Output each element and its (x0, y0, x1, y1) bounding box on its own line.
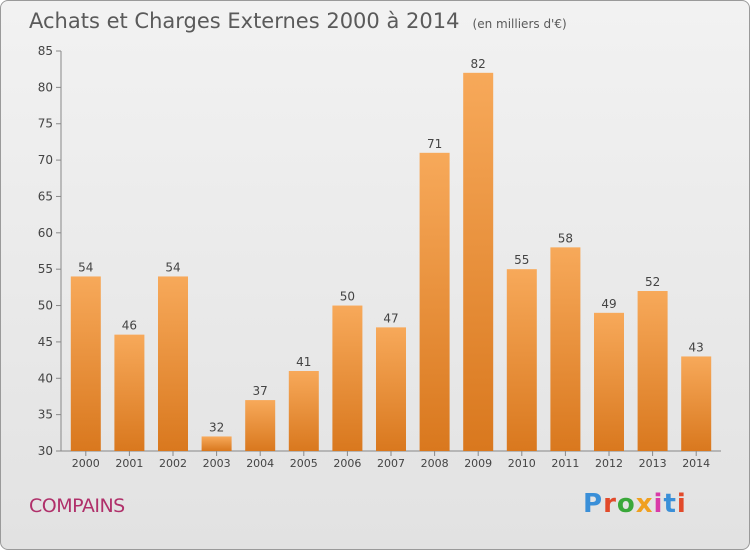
x-tick-label: 2004 (246, 457, 274, 470)
bar-value-label: 54 (78, 260, 93, 274)
y-tick-label: 35 (38, 408, 53, 422)
bar-2006 (332, 305, 363, 451)
bar-2001 (114, 334, 145, 451)
x-tick-label: 2005 (290, 457, 318, 470)
title-row: Achats et Charges Externes 2000 à 2014 (… (29, 9, 567, 33)
bar-2002 (158, 276, 188, 451)
x-tick-label: 2011 (551, 457, 579, 470)
x-tick-label: 2001 (115, 457, 143, 470)
logo-letter: P (583, 489, 604, 519)
y-tick-label: 70 (38, 153, 53, 167)
bar-value-label: 58 (558, 231, 573, 245)
y-tick-label: 55 (38, 262, 53, 276)
bar-2008 (419, 152, 450, 451)
x-tick-label: 2008 (421, 457, 449, 470)
y-tick-label: 75 (38, 117, 53, 131)
bar-value-label: 52 (645, 275, 660, 289)
bar-value-label: 71 (427, 137, 442, 151)
commune-name: COMPAINS (29, 495, 125, 517)
bar-value-label: 82 (471, 57, 486, 71)
bar-2013 (637, 291, 668, 451)
y-tick-label: 65 (38, 189, 53, 203)
chart-subtitle: (en milliers d'€) (472, 17, 567, 31)
chart-title: Achats et Charges Externes 2000 à 2014 (29, 9, 460, 33)
logo-letter: r (603, 489, 617, 519)
bar-2003 (201, 436, 232, 451)
x-tick-label: 2014 (682, 457, 710, 470)
bar-2011 (550, 247, 581, 451)
y-tick-label: 40 (38, 371, 53, 385)
x-tick-label: 2013 (639, 457, 667, 470)
bar-2004 (245, 400, 276, 451)
bar-value-label: 49 (601, 297, 616, 311)
logo-letter: x (635, 489, 654, 519)
bar-2005 (288, 371, 319, 451)
bar-2010 (506, 269, 537, 451)
bar-value-label: 46 (122, 319, 137, 333)
bar-2007 (376, 327, 406, 451)
x-tick-label: 2003 (203, 457, 231, 470)
x-tick-label: 2009 (464, 457, 492, 470)
x-tick-label: 2006 (333, 457, 361, 470)
logo-letter: o (616, 489, 636, 519)
x-tick-label: 2000 (72, 457, 100, 470)
y-tick-label: 30 (38, 444, 53, 458)
x-tick-label: 2012 (595, 457, 623, 470)
bar-value-label: 41 (296, 355, 311, 369)
bar-2014 (681, 356, 712, 451)
bar-value-label: 32 (209, 420, 224, 434)
bar-value-label: 50 (340, 290, 355, 304)
x-tick-label: 2007 (377, 457, 405, 470)
proxiti-logo: Proxiti (583, 489, 687, 519)
bar-2000 (70, 276, 101, 451)
logo-letter: t (663, 489, 677, 519)
y-tick-label: 80 (38, 80, 53, 94)
x-tick-label: 2010 (508, 457, 536, 470)
y-tick-label: 85 (38, 44, 53, 58)
bar-value-label: 37 (253, 384, 268, 398)
y-tick-label: 50 (38, 299, 53, 313)
bar-value-label: 47 (383, 311, 398, 325)
x-tick-label: 2002 (159, 457, 187, 470)
bar-2009 (463, 72, 494, 452)
y-tick-label: 45 (38, 335, 53, 349)
y-tick-label: 60 (38, 226, 53, 240)
bar-value-label: 43 (689, 340, 704, 354)
bar-value-label: 55 (514, 253, 529, 267)
bar-2012 (594, 312, 624, 451)
logo-letter: i (653, 489, 664, 519)
logo-letter: i (676, 489, 687, 519)
bar-value-label: 54 (165, 260, 180, 274)
